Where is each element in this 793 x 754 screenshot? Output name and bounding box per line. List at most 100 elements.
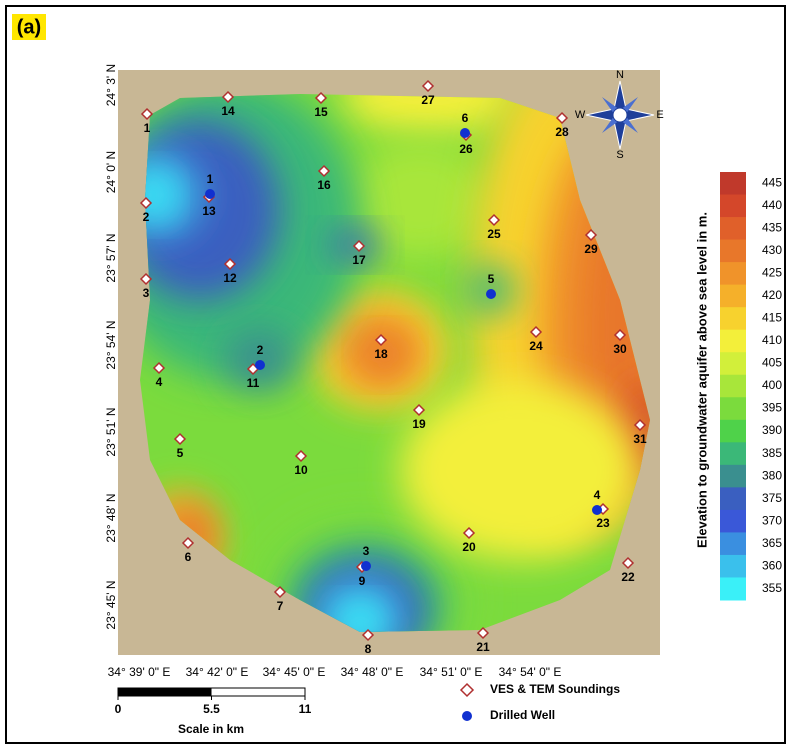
sounding-label: 16 <box>317 178 331 192</box>
colorbar-segment <box>720 172 746 195</box>
lon-label: 34° 51' 0" E <box>420 665 483 679</box>
colorbar-title: Elevation to groundwater aquifer above s… <box>694 212 709 548</box>
sounding-label: 26 <box>459 142 473 156</box>
sounding-label: 14 <box>221 104 235 118</box>
sounding-label: 4 <box>156 375 163 389</box>
colorbar-segment <box>720 420 746 443</box>
lon-label: 34° 42' 0" E <box>186 665 249 679</box>
well-marker <box>205 189 215 199</box>
colorbar-tick-label: 430 <box>762 243 782 257</box>
sounding-label: 2 <box>143 210 150 224</box>
lat-label: 23° 54' N <box>104 320 118 369</box>
colorbar-tick-label: 395 <box>762 401 782 415</box>
map-figure: (a) 123456789101112131415161718192021222… <box>0 0 793 749</box>
sounding-label: 8 <box>365 642 372 656</box>
colorbar-segment <box>720 555 746 578</box>
compass-label: N <box>616 69 624 81</box>
lat-label: 23° 57' N <box>104 233 118 282</box>
sounding-label: 20 <box>462 540 476 554</box>
well-label: 6 <box>462 111 469 125</box>
colorbar-segment <box>720 510 746 533</box>
colorbar-segment <box>720 330 746 353</box>
well-marker <box>592 505 602 515</box>
sounding-label: 19 <box>412 417 426 431</box>
colorbar-tick-label: 415 <box>762 311 782 325</box>
sounding-label: 1 <box>144 121 151 135</box>
sounding-label: 29 <box>584 242 598 256</box>
colorbar-tick-label: 445 <box>762 175 782 189</box>
sounding-label: 15 <box>314 105 328 119</box>
lon-label: 34° 39' 0" E <box>108 665 171 679</box>
colorbar-tick-label: 360 <box>762 558 782 572</box>
colorbar-segment <box>720 375 746 398</box>
sounding-label: 17 <box>352 253 366 267</box>
scale-tick-label: 11 <box>299 702 312 716</box>
scale-unit: Scale in km <box>178 722 244 736</box>
sounding-label: 13 <box>202 204 216 218</box>
well-label: 2 <box>257 343 264 357</box>
colorbar-tick-label: 380 <box>762 468 782 482</box>
colorbar-tick-label: 420 <box>762 288 782 302</box>
colorbar-segment <box>720 240 746 263</box>
colorbar-tick-label: 390 <box>762 423 782 437</box>
compass-label: S <box>616 149 623 161</box>
colorbar-tick-label: 405 <box>762 356 782 370</box>
sounding-label: 28 <box>555 125 569 139</box>
well-marker <box>255 360 265 370</box>
colorbar-segment <box>720 577 746 600</box>
colorbar-segment <box>720 465 746 488</box>
sounding-label: 27 <box>421 93 435 107</box>
colorbar-segment <box>720 195 746 218</box>
sounding-label: 9 <box>359 574 366 588</box>
colorbar-segment <box>720 487 746 510</box>
well-label: 1 <box>207 172 214 186</box>
well-marker <box>486 289 496 299</box>
scale-tick-label: 0 <box>115 702 122 716</box>
colorbar-segment <box>720 442 746 465</box>
sounding-label: 10 <box>294 463 308 477</box>
well-marker <box>361 561 371 571</box>
well-label: 5 <box>488 272 495 286</box>
lon-label: 34° 48' 0" E <box>341 665 404 679</box>
colorbar-segment <box>720 217 746 240</box>
colorbar-tick-label: 410 <box>762 333 782 347</box>
sounding-label: 24 <box>529 339 543 353</box>
sounding-label: 6 <box>185 550 192 564</box>
colorbar-segment <box>720 532 746 555</box>
lon-label: 34° 54' 0" E <box>499 665 562 679</box>
colorbar-segment <box>720 397 746 420</box>
sounding-label: 3 <box>143 286 150 300</box>
lat-label: 23° 48' N <box>104 493 118 542</box>
sounding-label: 11 <box>247 376 260 390</box>
scale-tick-label: 5.5 <box>203 702 220 716</box>
colorbar-tick-label: 400 <box>762 378 782 392</box>
colorbar-tick-label: 385 <box>762 446 782 460</box>
panel-label: (a) <box>17 16 41 38</box>
colorbar-tick-label: 375 <box>762 491 782 505</box>
well-label: 3 <box>363 544 370 558</box>
lat-label: 24° 3' N <box>104 64 118 106</box>
sounding-label: 25 <box>487 227 501 241</box>
colorbar-segment <box>720 307 746 330</box>
sounding-label: 30 <box>613 342 627 356</box>
compass-label: W <box>575 109 586 121</box>
colorbar-segment <box>720 262 746 285</box>
compass-label: E <box>656 109 663 121</box>
sounding-label: 22 <box>621 570 635 584</box>
colorbar-tick-label: 440 <box>762 198 782 212</box>
sounding-label: 31 <box>633 432 647 446</box>
colorbar-segment <box>720 352 746 375</box>
colorbar-tick-label: 365 <box>762 536 782 550</box>
well-label: 4 <box>594 488 601 502</box>
lon-label: 34° 45' 0" E <box>263 665 326 679</box>
colorbar-tick-label: 370 <box>762 513 782 527</box>
sounding-label: 5 <box>177 446 184 460</box>
colorbar-tick-label: 425 <box>762 266 782 280</box>
lat-label: 23° 45' N <box>104 580 118 629</box>
colorbar-tick-label: 435 <box>762 220 782 234</box>
sounding-label: 23 <box>596 516 610 530</box>
lat-label: 24° 0' N <box>104 151 118 193</box>
colorbar-segment <box>720 285 746 308</box>
sounding-label: 7 <box>277 599 284 613</box>
legend-label: VES & TEM Soundings <box>490 682 620 696</box>
